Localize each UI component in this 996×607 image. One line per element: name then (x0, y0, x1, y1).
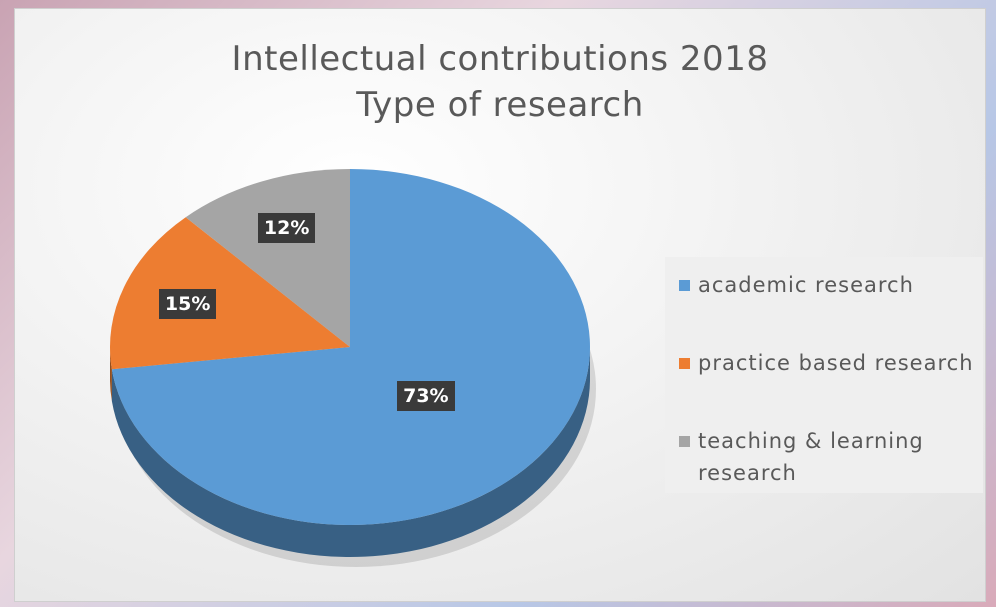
legend: academic research practice based researc… (665, 257, 983, 493)
legend-swatch (679, 436, 690, 447)
legend-label: teaching & learning research (698, 429, 924, 485)
legend-label: academic research (698, 273, 914, 297)
legend-item-teaching: teaching & learning research (679, 425, 969, 489)
legend-label: practice based research (698, 351, 974, 375)
pie-slice-1 (110, 217, 351, 370)
data-label-0: 73% (397, 381, 455, 412)
legend-swatch (679, 358, 690, 369)
legend-item-academic: academic research (679, 269, 914, 301)
pie-side-1 (110, 347, 112, 402)
data-label-1: 15% (158, 288, 217, 319)
pie-side-0 (111, 347, 591, 558)
legend-item-practice: practice based research (679, 347, 974, 379)
chart-title: Intellectual contributions 2018 (231, 39, 769, 79)
legend-swatch (679, 280, 690, 291)
pie-chart (110, 169, 596, 567)
chart-frame: Intellectual contributions 2018 Type of … (14, 8, 986, 602)
data-label-2: 12% (257, 212, 316, 243)
chart-subtitle: Type of research (356, 85, 644, 125)
pie-slice-0 (111, 169, 591, 525)
